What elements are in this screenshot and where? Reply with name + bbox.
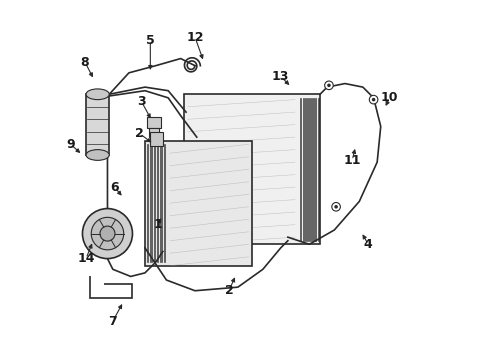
Text: 4: 4	[364, 238, 372, 251]
Text: 2: 2	[224, 284, 233, 297]
Bar	[145, 141, 252, 266]
Circle shape	[82, 208, 132, 258]
Bar	[148, 128, 159, 137]
Text: 8: 8	[81, 55, 89, 69]
Circle shape	[369, 95, 378, 104]
Text: 5: 5	[146, 34, 155, 47]
Circle shape	[334, 205, 338, 208]
Circle shape	[325, 81, 333, 90]
Text: 9: 9	[66, 138, 75, 151]
Text: 14: 14	[77, 252, 95, 265]
Text: 12: 12	[186, 31, 204, 44]
Text: 6: 6	[110, 181, 119, 194]
Bar	[147, 117, 161, 128]
Text: 7: 7	[108, 315, 117, 328]
Circle shape	[91, 217, 123, 250]
Text: 2: 2	[135, 127, 144, 140]
Text: 13: 13	[272, 70, 290, 83]
Circle shape	[372, 98, 375, 102]
Circle shape	[332, 203, 341, 211]
Circle shape	[327, 84, 331, 87]
Text: 3: 3	[137, 95, 146, 108]
Text: 1: 1	[153, 218, 162, 231]
Bar	[86, 94, 109, 155]
Bar	[184, 94, 320, 244]
Text: 10: 10	[381, 91, 398, 104]
Ellipse shape	[86, 150, 109, 160]
Bar	[150, 132, 163, 146]
Circle shape	[100, 226, 115, 241]
Ellipse shape	[86, 89, 109, 100]
Text: 11: 11	[343, 154, 361, 167]
